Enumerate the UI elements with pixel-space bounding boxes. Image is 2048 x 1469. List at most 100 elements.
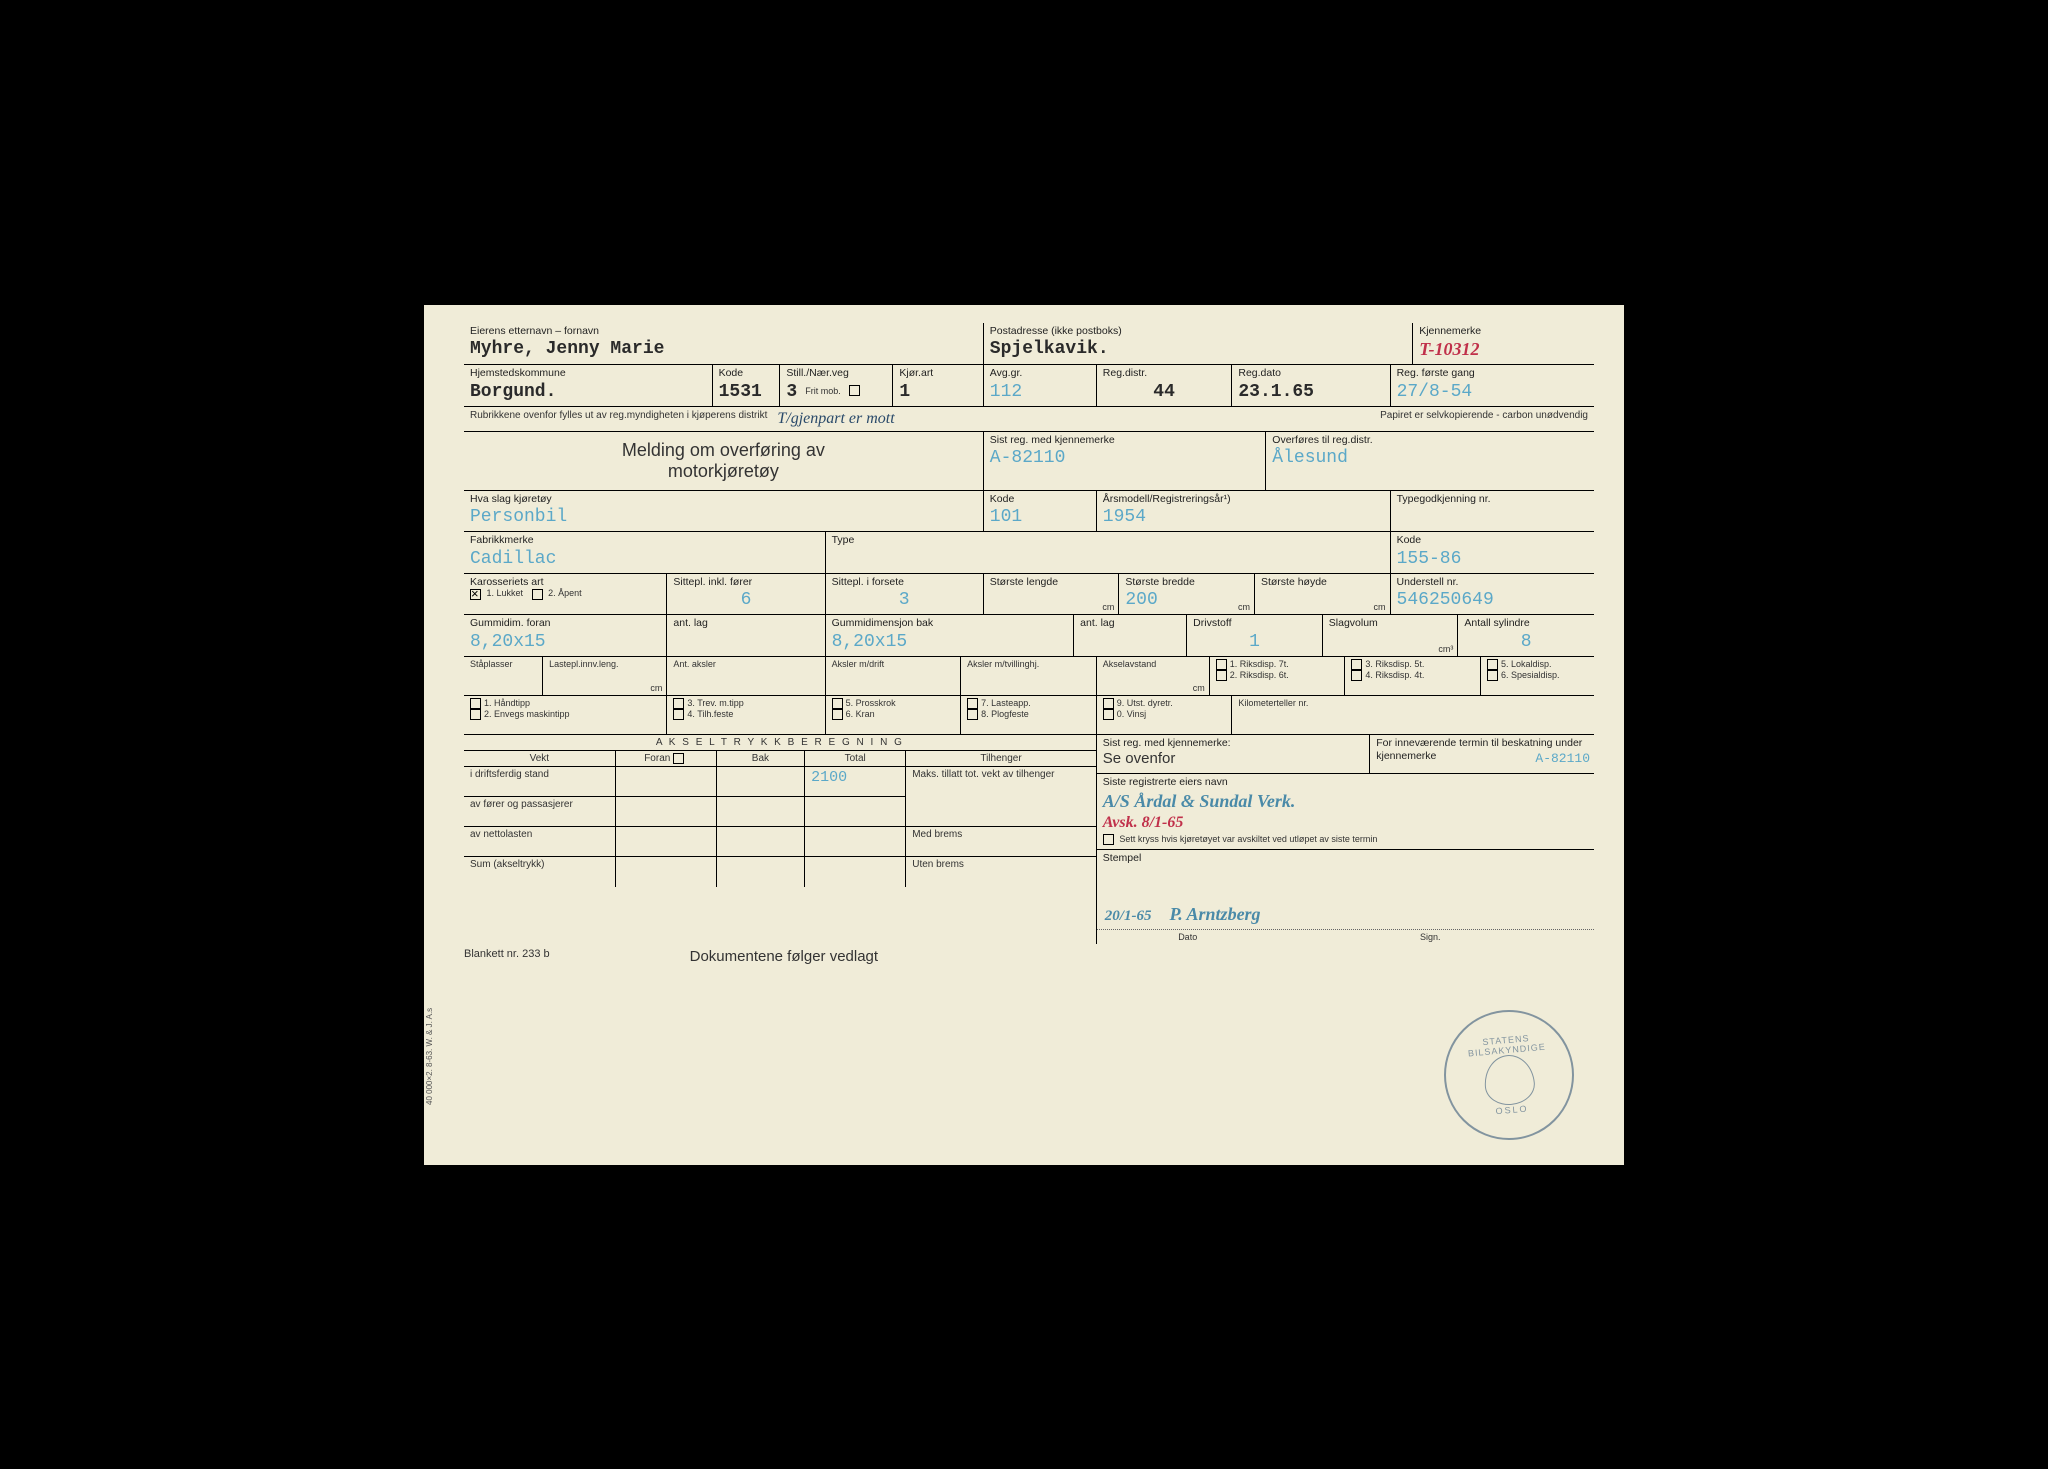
kode-value: 1531 <box>719 382 774 402</box>
riksdisp-7t-checkbox[interactable] <box>1216 659 1227 670</box>
sittepl-for-label: Sittepl. i forsete <box>832 576 977 589</box>
form-title-2: motorkjøretøy <box>470 461 977 482</box>
still-value: 3 <box>786 382 797 402</box>
aksel-r4: Sum (akseltrykk) <box>464 857 615 887</box>
kode4-value: 101 <box>990 507 1090 527</box>
bottom-split: A K S E L T R Y K K B E R E G N I N G Ve… <box>464 735 1594 944</box>
plogfeste: 8. Plogfeste <box>981 709 1029 719</box>
sign-value: P. Arntzberg <box>1170 904 1261 924</box>
aksler-drift-label: Aksler m/drift <box>832 659 885 669</box>
dato-label: Dato <box>1103 932 1273 942</box>
kode-label: Kode <box>719 367 774 380</box>
sittepl-inkl-value: 6 <box>673 590 818 610</box>
typegod-label: Typegodkjenning nr. <box>1397 493 1588 506</box>
sylindre-label: Antall sylindre <box>1464 617 1588 630</box>
kommune-value: Borgund. <box>470 382 706 402</box>
aksel-r1: i driftsferdig stand <box>464 767 615 797</box>
slagvolum-label: Slagvolum <box>1329 617 1452 630</box>
riksdisp-4t: 4. Riksdisp. 4t. <box>1365 670 1424 680</box>
still-label: Still./Nær.veg <box>786 367 886 380</box>
trev: 3. Trev. m.tipp <box>687 698 743 708</box>
typegod-value <box>1397 507 1588 527</box>
prosskrok-checkbox[interactable] <box>832 698 843 709</box>
frit-mob-checkbox[interactable] <box>849 385 860 396</box>
prosskrok: 5. Prosskrok <box>846 698 896 708</box>
spesialdisp-checkbox[interactable] <box>1487 670 1498 681</box>
tilh-note2: Med brems <box>906 827 1096 857</box>
kjennemerke-label: Kjennemerke <box>1419 325 1588 338</box>
envegs-checkbox[interactable] <box>470 709 481 720</box>
aksel-foran-h: Foran <box>644 753 670 764</box>
row-make: Fabrikkmerke Cadillac Type Kode 155-86 <box>464 532 1594 574</box>
lukket-checkbox[interactable] <box>470 589 481 600</box>
row-kommune: Hjemstedskommune Borgund. Kode 1531 Stil… <box>464 365 1594 407</box>
kran-checkbox[interactable] <box>832 709 843 720</box>
plogfeste-checkbox[interactable] <box>967 709 978 720</box>
arsmodell-value: 1954 <box>1103 507 1384 527</box>
rb-eier-value: A/S Årdal & Sundal Verk. <box>1103 791 1588 812</box>
kode4-label: Kode <box>990 493 1090 506</box>
lokaldisp: 5. Lokaldisp. <box>1501 659 1552 669</box>
stempel-label: Stempel <box>1103 852 1588 865</box>
lengde-label: Største lengde <box>990 576 1113 589</box>
riksdisp-5t-checkbox[interactable] <box>1351 659 1362 670</box>
drivstoff-label: Drivstoff <box>1193 617 1316 630</box>
ant-aksler-label: Ant. aksler <box>673 659 716 669</box>
vinsj: 0. Vinsj <box>1117 709 1146 719</box>
hoyde-label: Største høyde <box>1261 576 1384 589</box>
antlag2-label: ant. lag <box>1080 617 1180 630</box>
fabrikk-value: Cadillac <box>470 549 819 569</box>
row-equipment: 1. Håndtipp 2. Envegs maskintipp 3. Trev… <box>464 696 1594 735</box>
foran-checkbox[interactable] <box>673 753 684 764</box>
handtipp-checkbox[interactable] <box>470 698 481 709</box>
reg-dato-label: Reg.dato <box>1238 367 1383 380</box>
rb-beskat-value: A-82110 <box>1535 751 1590 771</box>
avg-gr-label: Avg.gr. <box>990 367 1090 380</box>
kode5-label: Kode <box>1397 534 1588 547</box>
row-owner: Eierens etternavn – fornavn Myhre, Jenny… <box>464 323 1594 366</box>
type-value <box>832 549 1384 569</box>
tilh-note1: Maks. tillatt tot. vekt av tilhenger <box>906 767 1096 827</box>
gummi-b-value: 8,20x15 <box>832 632 1068 652</box>
trev-checkbox[interactable] <box>673 698 684 709</box>
hoyde-value <box>1261 590 1384 610</box>
postal-value: Spjelkavik. <box>990 339 1406 359</box>
dyretr: 9. Utst. dyretr. <box>1117 698 1173 708</box>
blankett-nr: Blankett nr. 233 b <box>464 948 550 965</box>
lastepl-label: Lastepl.innv.leng. <box>549 659 618 669</box>
gummi-f-value: 8,20x15 <box>470 632 660 652</box>
bredde-value: 200 <box>1125 590 1248 610</box>
tilhfeste-checkbox[interactable] <box>673 709 684 720</box>
overfores-label: Overføres til reg.distr. <box>1272 434 1588 447</box>
owner-name-label: Eierens etternavn – fornavn <box>470 325 977 338</box>
lokaldisp-checkbox[interactable] <box>1487 659 1498 670</box>
riksdisp-6t-checkbox[interactable] <box>1216 670 1227 681</box>
gummi-b-label: Gummidimensjon bak <box>832 617 1068 630</box>
official-stamp: STATENS BILSAKYNDIGE OSLO <box>1444 1010 1574 1140</box>
sist-reg-value: A-82110 <box>990 448 1260 468</box>
bredde-label: Største bredde <box>1125 576 1248 589</box>
riksdisp-4t-checkbox[interactable] <box>1351 670 1362 681</box>
riksdisp-6t: 2. Riksdisp. 6t. <box>1230 670 1289 680</box>
avg-gr-value: 112 <box>990 382 1090 402</box>
antlag1-label: ant. lag <box>673 617 818 630</box>
karosseri-label: Karosseriets art <box>470 576 660 589</box>
aksel-total-h: Total <box>805 751 905 767</box>
avskiltet-checkbox[interactable] <box>1103 834 1114 845</box>
fabrikk-label: Fabrikkmerke <box>470 534 819 547</box>
vinsj-checkbox[interactable] <box>1103 709 1114 720</box>
dato-value: 20/1-65 <box>1105 908 1152 924</box>
dyretr-checkbox[interactable] <box>1103 698 1114 709</box>
kran: 6. Kran <box>846 709 875 719</box>
apent-checkbox[interactable] <box>532 589 543 600</box>
note-right: Papiret er selvkopierende - carbon unødv… <box>1380 410 1588 428</box>
arsmodell-label: Årsmodell/Registreringsår¹) <box>1103 493 1384 506</box>
rb-eier-label: Siste registrerte eiers navn <box>1103 776 1588 789</box>
slag-label: Hva slag kjøretøy <box>470 493 977 506</box>
reg-distr-label: Reg.distr. <box>1103 367 1226 380</box>
slag-value: Personbil <box>470 507 977 527</box>
sist-reg-label: Sist reg. med kjennemerke <box>990 434 1260 447</box>
lukket-label: 1. Lukket <box>487 588 524 598</box>
sittepl-inkl-label: Sittepl. inkl. fører <box>673 576 818 589</box>
lasteapp-checkbox[interactable] <box>967 698 978 709</box>
